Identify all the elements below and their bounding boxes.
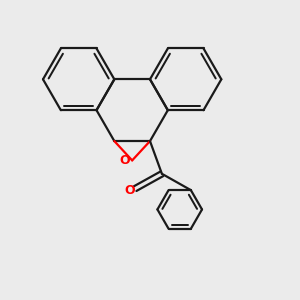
Text: O: O — [124, 184, 134, 196]
Text: O: O — [119, 154, 130, 167]
